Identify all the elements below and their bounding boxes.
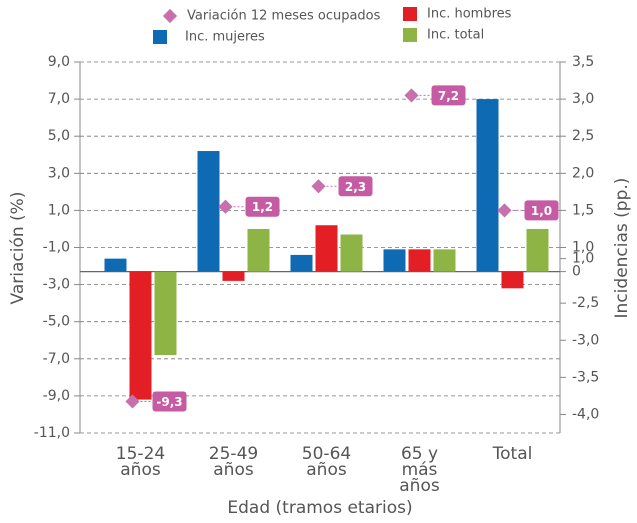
bar [526,228,549,272]
bar [433,249,456,272]
x-tick-label: 25-49 años [208,444,259,480]
data-label: 2,3 [345,180,366,194]
marker [404,88,419,103]
legend-marker [153,30,167,44]
y2-tick-label: -4,0 [572,406,599,422]
y2-tick-label: 0 [572,264,581,280]
bar [383,249,406,272]
bar [154,271,177,356]
y-tick-label: -3,0 [43,277,70,293]
label-box [245,196,280,217]
bar [408,249,431,272]
x-tick-label: Total [492,444,533,464]
label-box [152,391,187,412]
legend-marker [162,8,178,24]
bar [247,228,270,272]
bar [290,254,313,272]
y-tick-label: -9,0 [43,388,70,404]
y-tick-label: -5,0 [43,314,70,330]
bar [340,234,363,272]
data-label: 1,0 [531,204,552,218]
y2-tick-label: -3,5 [572,369,599,385]
bar [222,271,245,281]
bar [501,271,524,289]
y-tick-label: 5,0 [48,128,70,144]
bar [129,271,152,400]
legend-marker [403,7,417,21]
bar [476,99,499,272]
y2-tick-label: -2,5 [572,295,599,311]
y2-tick-label: 1,0 [572,240,594,256]
y2-tick-label: 1,0 [572,251,594,267]
y2-tick-label: 2,5 [572,128,594,144]
legend-label: Variación 12 meses ocupados [187,9,381,24]
y2-tick-label: -3,0 [572,332,599,348]
data-label: 1,2 [252,200,273,214]
x-tick-label: 50-64 años [301,444,352,480]
y-tick-label: -7,0 [43,351,70,367]
y-tick-label: 9,0 [48,54,70,70]
data-label: 7,2 [438,89,459,103]
legend-label: Inc. total [427,28,484,43]
marker [125,394,140,409]
y2-tick-label: 3,5 [572,54,594,70]
y2-tick-label: 2,0 [572,165,594,181]
y-tick-label: -1,0 [43,240,70,256]
bar [197,151,220,272]
y-tick-label: -11,0 [34,425,70,441]
legend-marker [403,28,417,42]
y2-tick-label: 3,0 [572,91,594,107]
y-axis-title: Variación (%) [8,192,28,305]
marker [497,203,512,218]
x-tick-label: 65 y más años [399,444,440,496]
x-axis-title: Edad (tramos etarios) [227,498,412,518]
data-label: -9,3 [156,395,182,409]
y2-tick-label: 1,5 [572,202,594,218]
y-tick-label: 7,0 [48,91,70,107]
y-tick-label: 3,0 [48,165,70,181]
x-tick-label: 15-24 años [115,444,166,480]
y2-axis-title: Incidencias (pp.) [612,178,632,319]
label-box [338,176,373,197]
marker [311,179,326,194]
marker [218,199,233,214]
label-box [431,85,466,106]
label-box [524,200,559,221]
legend-label: Inc. hombres [427,7,512,22]
y-tick-label: 1,0 [48,202,70,218]
bar [104,258,127,272]
legend-label: Inc. mujeres [185,30,265,45]
bar [315,225,338,272]
